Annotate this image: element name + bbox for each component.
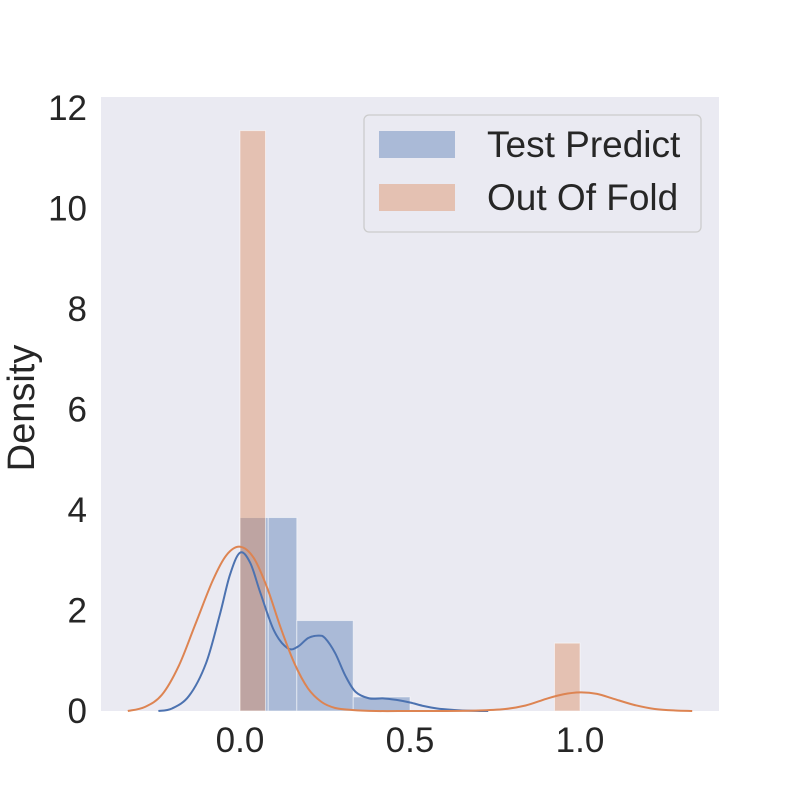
legend-label-test-predict: Test Predict xyxy=(487,124,681,165)
out-of-fold-bar xyxy=(554,642,581,712)
y-tick-label: 0 xyxy=(68,692,87,731)
out-of-fold-bar xyxy=(239,130,266,712)
test-predict-bar xyxy=(267,517,298,712)
y-tick-label: 6 xyxy=(68,391,87,430)
out-of-fold-histogram xyxy=(239,130,581,712)
x-tick-label: 0.5 xyxy=(386,721,435,760)
y-tick-label: 10 xyxy=(48,190,87,229)
kde-curves xyxy=(127,545,693,713)
y-tick-label: 2 xyxy=(68,592,87,631)
legend-label-out-of-fold: Out Of Fold xyxy=(487,177,678,218)
legend-swatch-out-of-fold xyxy=(379,184,455,211)
x-tick-label: 1.0 xyxy=(556,721,605,760)
legend-box xyxy=(363,114,702,233)
out-of-fold-kde-line xyxy=(127,545,693,713)
x-axis-ticks: 0.0 0.5 1.0 xyxy=(216,721,605,760)
y-axis-ticks: 0 2 4 6 8 10 12 xyxy=(48,89,87,731)
test-predict-bar xyxy=(239,517,269,712)
test-predict-bar xyxy=(296,620,354,712)
legend-swatch-test-predict xyxy=(379,131,455,158)
y-tick-label: 12 xyxy=(48,89,87,128)
test-predict-kde-line xyxy=(158,551,489,712)
y-tick-label: 4 xyxy=(68,491,87,530)
legend: Test Predict Out Of Fold xyxy=(363,114,702,233)
x-tick-label: 0.0 xyxy=(216,721,265,760)
y-tick-label: 8 xyxy=(68,290,87,329)
test-predict-histogram xyxy=(239,517,411,712)
y-axis-label: Density xyxy=(1,345,43,472)
